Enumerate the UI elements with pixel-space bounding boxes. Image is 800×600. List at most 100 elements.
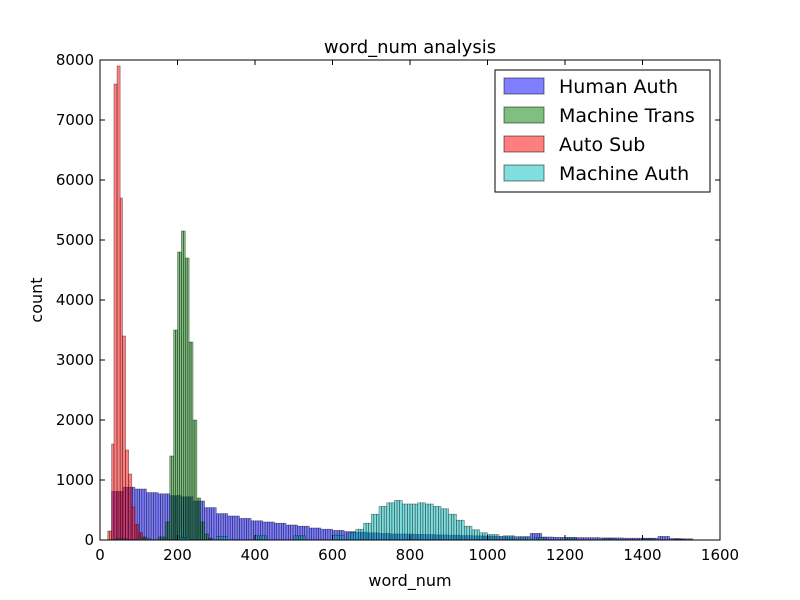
histogram-bar: [389, 502, 393, 541]
histogram-bar: [318, 527, 322, 541]
histogram-bar: [308, 527, 312, 541]
histogram-bar: [250, 520, 254, 541]
x-tick-label: 200: [163, 546, 192, 564]
histogram-bar: [141, 488, 145, 541]
legend-swatch: [503, 106, 545, 124]
histogram-bar: [420, 502, 424, 541]
legend-swatch: [503, 77, 545, 95]
histogram-bar: [113, 83, 118, 541]
histogram-bar: [320, 528, 324, 541]
histogram-bar: [229, 515, 233, 541]
y-tick-label: 8000: [56, 51, 94, 69]
x-tick-label: 0: [95, 546, 105, 564]
histogram-bar: [412, 503, 416, 541]
histogram-bar: [281, 522, 284, 541]
histogram-bar: [376, 513, 380, 541]
histogram-bar: [499, 536, 503, 541]
histogram-bar: [131, 506, 136, 541]
x-tick-label: 1600: [701, 546, 739, 564]
histogram-bar: [463, 525, 468, 541]
axes-layer: 0 200 400 600 800 1000 1200 1400 1600 0 1000 2000 30…: [56, 51, 739, 564]
histogram-bar: [363, 522, 367, 541]
histogram-bar: [445, 508, 450, 541]
y-tick-label: 6000: [56, 171, 94, 189]
legend-swatch: [503, 135, 545, 153]
histogram-bar: [302, 535, 306, 541]
histogram-bar: [157, 493, 161, 541]
histogram-bar: [407, 503, 411, 541]
histogram-bar: [220, 536, 224, 541]
histogram-bar: [153, 492, 157, 541]
chart-title: word_num analysis: [324, 37, 496, 58]
histogram-bar: [432, 506, 437, 541]
histogram-bar: [491, 534, 495, 541]
histogram-bar: [360, 528, 364, 541]
histogram-bar: [257, 535, 260, 541]
histogram-bar: [125, 449, 129, 541]
histogram-bar: [666, 536, 670, 541]
histogram-bar: [339, 534, 343, 541]
histogram-bar: [350, 532, 354, 541]
histogram-bar: [401, 503, 406, 541]
histogram-bar: [271, 521, 275, 541]
histogram-bar: [239, 518, 243, 541]
histogram-bar: [313, 527, 317, 541]
histogram-bar: [213, 507, 217, 541]
histogram-bar: [139, 488, 143, 541]
histogram-bar: [456, 519, 460, 541]
histogram-bar: [438, 506, 442, 541]
histogram-bar: [208, 507, 212, 541]
histogram-bar: [269, 521, 273, 541]
histogram-bar: [440, 508, 444, 541]
legend: Human Auth Machine Trans Auto Sub Machine A…: [494, 69, 711, 193]
histogram-bar: [293, 535, 297, 541]
legend-label: Machine Auth: [559, 163, 689, 185]
histogram-bar: [391, 502, 395, 541]
histogram-bar: [300, 535, 304, 541]
legend-swatch: [503, 164, 545, 182]
histogram-bar: [378, 506, 382, 541]
histogram-bar: [278, 522, 282, 541]
histogram-bar: [489, 534, 493, 541]
histogram-bar: [657, 536, 661, 541]
histogram-bar: [148, 492, 152, 541]
histogram-bar: [155, 492, 159, 541]
histogram-bar: [347, 532, 351, 541]
histogram-bar: [261, 535, 265, 541]
histogram-bar: [427, 503, 431, 541]
histogram-bar: [471, 529, 475, 541]
x-tick-label: 1000: [468, 546, 506, 564]
histogram-bar: [315, 527, 319, 541]
histogram-bar: [225, 513, 229, 541]
histogram-bar: [386, 502, 390, 541]
histogram-bar: [215, 513, 219, 541]
histogram-bar: [162, 493, 166, 541]
histogram-bar: [218, 513, 222, 541]
histogram-bar: [274, 522, 278, 541]
histogram-bar: [469, 525, 473, 541]
histogram-bar: [267, 521, 271, 541]
histogram-bar: [370, 513, 375, 541]
histogram-bar: [502, 535, 506, 541]
histogram-bar: [285, 524, 289, 541]
histogram-bar: [399, 500, 403, 541]
histogram-bar: [425, 503, 429, 541]
histogram-bar: [396, 500, 400, 541]
histogram-bar: [417, 502, 421, 541]
histogram-bar: [111, 443, 115, 541]
histogram-bar: [243, 518, 247, 541]
histogram-bar: [276, 522, 280, 541]
histogram-bar: [458, 519, 462, 541]
y-tick-label: 2000: [56, 411, 94, 429]
histogram-bar: [453, 513, 457, 541]
y-tick-label: 7000: [56, 111, 94, 129]
x-tick-label: 1400: [623, 546, 661, 564]
histogram-bar: [311, 527, 315, 541]
histogram-bar: [211, 507, 215, 541]
histogram-bar: [116, 65, 121, 541]
x-axis-title: word_num: [368, 571, 451, 591]
histogram-bar: [234, 515, 238, 541]
histogram-bar: [466, 525, 470, 541]
histogram-bar: [451, 513, 455, 541]
histogram-bar: [295, 535, 299, 541]
